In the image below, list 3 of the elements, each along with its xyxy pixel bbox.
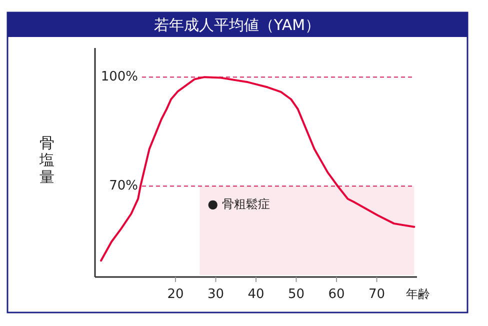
xlabel: 年齢 [406,287,430,301]
ylabel: 骨塩量 [40,134,54,186]
title: 若年成人平均値（YAM） [154,16,320,34]
